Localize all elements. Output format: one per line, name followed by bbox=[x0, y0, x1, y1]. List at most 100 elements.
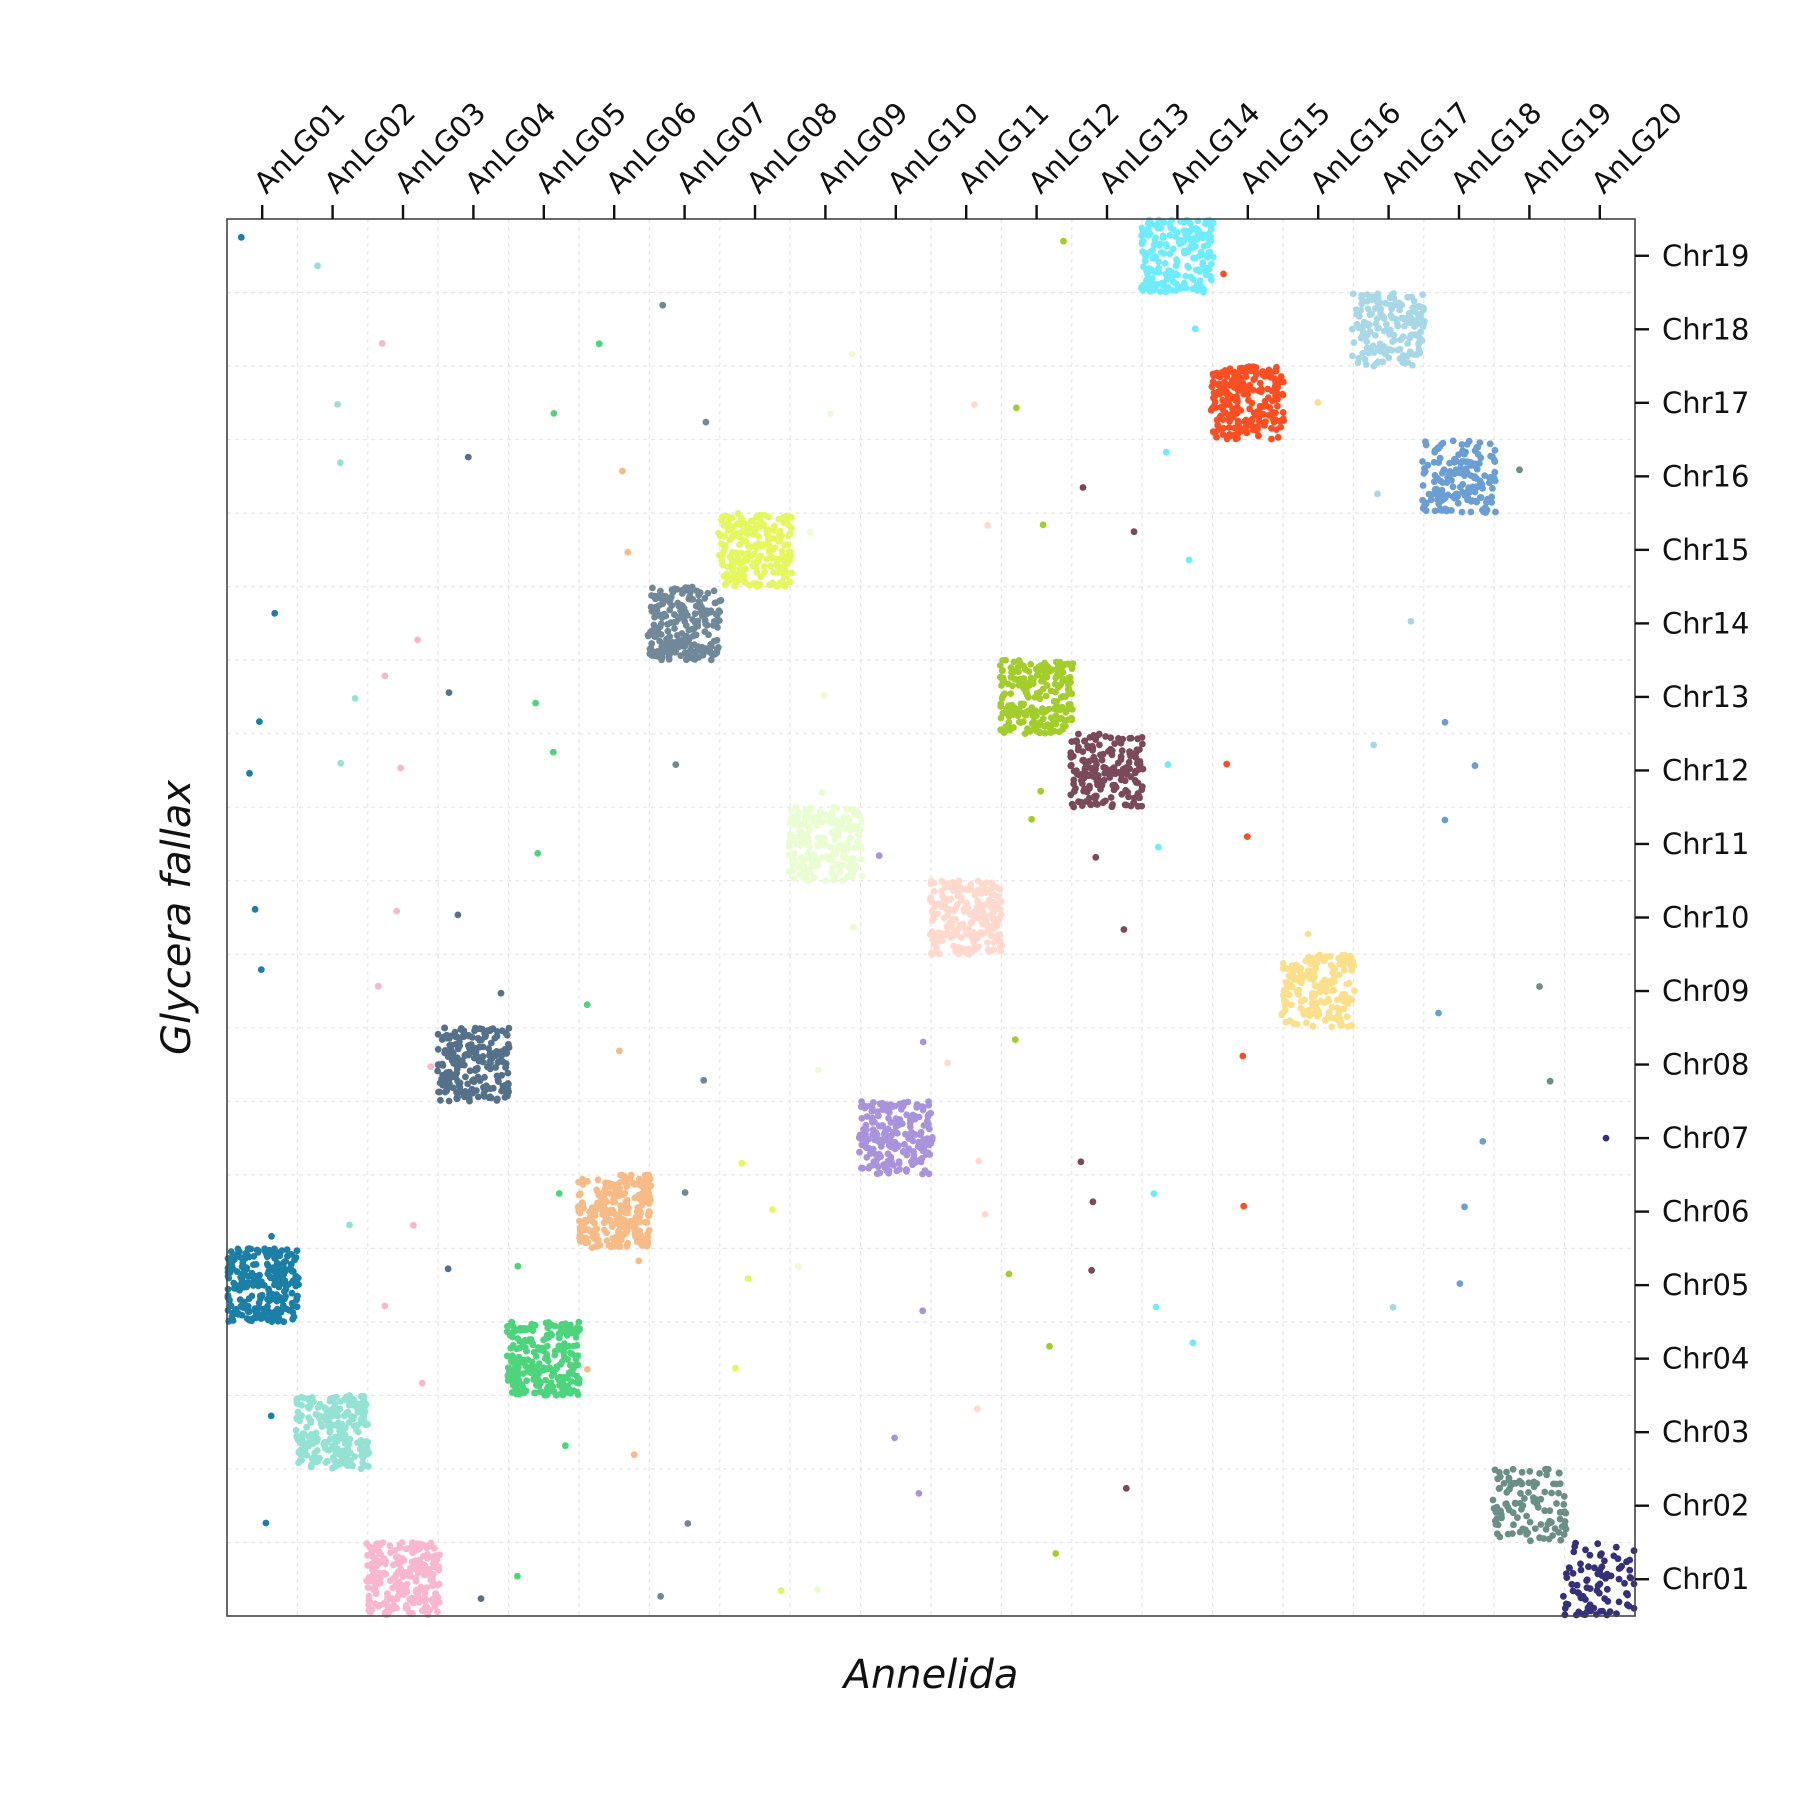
outlier-point-AnLG16-Chr10 bbox=[1304, 930, 1312, 938]
data-point bbox=[1594, 1582, 1602, 1589]
data-point bbox=[616, 1243, 624, 1251]
data-point bbox=[726, 577, 734, 584]
data-point bbox=[1603, 1611, 1611, 1619]
data-point bbox=[1043, 682, 1051, 689]
data-point bbox=[1110, 764, 1118, 772]
data-point bbox=[1351, 987, 1358, 995]
data-point bbox=[1134, 779, 1142, 787]
data-point bbox=[470, 1078, 478, 1086]
data-point bbox=[1017, 708, 1024, 716]
data-point bbox=[1348, 352, 1356, 360]
data-point bbox=[733, 578, 741, 586]
data-point bbox=[624, 1239, 631, 1247]
data-point bbox=[1555, 1489, 1562, 1497]
data-point bbox=[876, 1100, 884, 1108]
data-point bbox=[848, 870, 855, 878]
data-point bbox=[836, 868, 844, 876]
data-point bbox=[990, 939, 998, 946]
data-point bbox=[1282, 998, 1290, 1006]
outlier-point-AnLG09-Chr13 bbox=[820, 692, 828, 699]
data-point bbox=[239, 1301, 246, 1309]
data-point bbox=[919, 1170, 926, 1178]
data-point bbox=[289, 1315, 297, 1323]
data-point bbox=[338, 1424, 346, 1431]
data-point bbox=[281, 1258, 288, 1266]
data-point bbox=[1348, 325, 1356, 333]
data-point bbox=[1134, 759, 1142, 767]
data-point bbox=[659, 600, 666, 607]
data-point bbox=[625, 1204, 632, 1212]
data-point bbox=[708, 643, 715, 650]
data-point bbox=[1223, 435, 1231, 443]
data-point bbox=[1314, 953, 1322, 961]
data-point bbox=[1055, 683, 1062, 691]
data-point bbox=[1254, 425, 1261, 433]
data-point bbox=[1401, 322, 1408, 330]
data-point bbox=[559, 1358, 566, 1365]
data-point bbox=[1320, 957, 1328, 964]
data-point bbox=[1005, 702, 1013, 710]
data-point bbox=[298, 1456, 305, 1464]
data-point bbox=[1028, 720, 1036, 727]
data-point bbox=[726, 536, 734, 544]
data-point bbox=[698, 643, 706, 651]
data-point bbox=[1155, 241, 1163, 249]
data-point bbox=[761, 568, 768, 576]
data-point bbox=[905, 1135, 913, 1142]
data-point bbox=[1545, 1535, 1553, 1543]
data-point bbox=[555, 1376, 563, 1384]
data-point bbox=[376, 1559, 383, 1567]
data-point bbox=[1108, 803, 1116, 811]
data-point bbox=[412, 1547, 419, 1554]
data-point bbox=[1185, 264, 1192, 271]
data-point bbox=[1148, 220, 1155, 228]
data-point bbox=[858, 1098, 865, 1105]
data-point bbox=[1521, 1495, 1528, 1502]
outlier-point-AnLG11-Chr07 bbox=[975, 1157, 983, 1165]
data-point bbox=[1140, 249, 1148, 257]
data-point bbox=[1007, 690, 1015, 697]
block-AnLG14-Chr19 bbox=[1138, 216, 1217, 296]
data-point bbox=[624, 1209, 631, 1217]
data-point bbox=[1243, 429, 1251, 436]
data-point bbox=[1260, 411, 1268, 418]
data-point bbox=[951, 926, 958, 934]
data-point bbox=[964, 950, 972, 958]
data-point bbox=[1047, 723, 1054, 730]
data-point bbox=[495, 1078, 502, 1085]
data-point bbox=[753, 581, 760, 588]
data-point bbox=[1118, 747, 1126, 755]
data-point bbox=[1268, 435, 1275, 443]
data-point bbox=[1560, 1592, 1567, 1600]
data-point bbox=[1591, 1564, 1598, 1572]
data-point bbox=[1333, 996, 1341, 1004]
data-point bbox=[1097, 785, 1104, 793]
data-point bbox=[800, 869, 807, 876]
data-point bbox=[478, 1025, 486, 1033]
data-point bbox=[913, 1102, 921, 1110]
data-point bbox=[1117, 753, 1125, 760]
data-point bbox=[523, 1377, 530, 1385]
data-point bbox=[638, 1238, 646, 1245]
data-point bbox=[849, 857, 856, 864]
data-point bbox=[505, 1040, 512, 1048]
data-point bbox=[281, 1280, 288, 1288]
data-point bbox=[718, 557, 726, 565]
data-point bbox=[1068, 690, 1076, 698]
data-point bbox=[1172, 262, 1180, 270]
data-point bbox=[1070, 780, 1077, 788]
outlier-point-AnLG05-Chr17 bbox=[550, 410, 558, 417]
data-point bbox=[335, 1432, 343, 1440]
data-point bbox=[947, 895, 955, 903]
data-point bbox=[1543, 1466, 1551, 1473]
data-point bbox=[252, 1309, 260, 1317]
data-point bbox=[1155, 258, 1162, 266]
data-point bbox=[504, 1364, 512, 1372]
data-point bbox=[1594, 1540, 1602, 1548]
data-point bbox=[810, 858, 818, 866]
data-point bbox=[273, 1313, 281, 1320]
data-point bbox=[701, 594, 709, 602]
x-axis-title: Annelida bbox=[841, 1652, 1019, 1698]
outlier-point-AnLG12-Chr15 bbox=[1039, 521, 1047, 529]
data-point bbox=[620, 1223, 628, 1231]
